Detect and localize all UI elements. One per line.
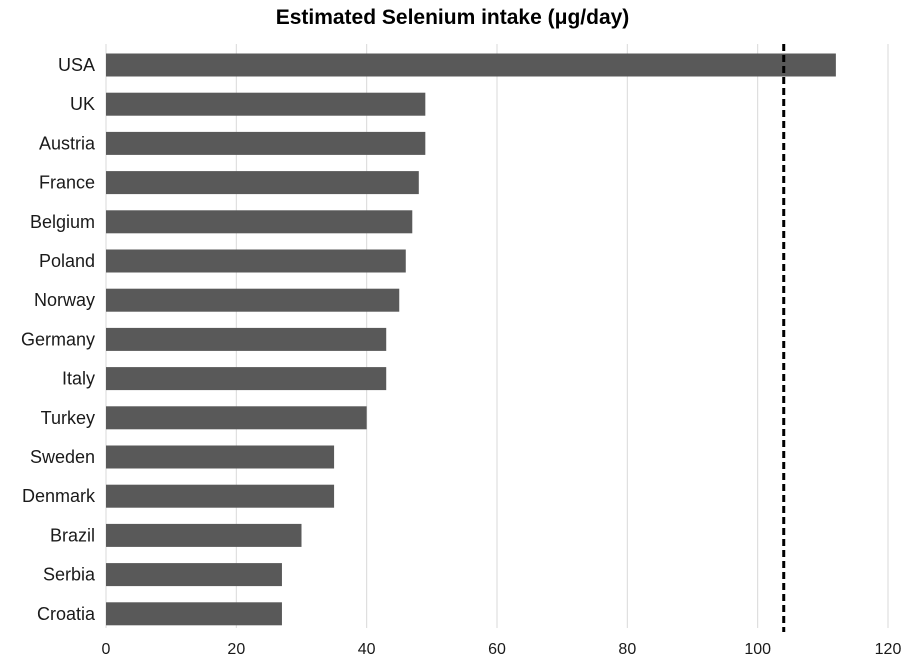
- category-label: Belgium: [30, 212, 95, 232]
- category-label: Poland: [39, 251, 95, 271]
- category-label: USA: [58, 55, 95, 75]
- category-label: Croatia: [37, 604, 96, 624]
- bar: [106, 288, 400, 312]
- x-tick-label: 20: [227, 641, 245, 658]
- category-label: Norway: [34, 290, 95, 310]
- bar: [106, 53, 836, 77]
- chart-title: Estimated Selenium intake (μg/day): [275, 6, 630, 29]
- category-label: Serbia: [43, 565, 96, 585]
- bar: [106, 210, 413, 234]
- bar: [106, 327, 387, 351]
- category-label: Denmark: [22, 486, 96, 506]
- bar: [106, 171, 419, 195]
- bar: [106, 484, 335, 508]
- category-label: Italy: [62, 369, 95, 389]
- bar: [106, 523, 302, 547]
- category-label: Brazil: [50, 525, 95, 545]
- x-tick-label: 60: [488, 641, 506, 658]
- category-label: Turkey: [41, 408, 95, 428]
- category-label: UK: [70, 94, 95, 114]
- bar: [106, 406, 367, 430]
- bar: [106, 249, 406, 273]
- x-tick-label: 40: [358, 641, 376, 658]
- x-tick-label: 100: [744, 641, 771, 658]
- bar: [106, 445, 335, 469]
- category-label: Sweden: [30, 447, 95, 467]
- x-tick-label: 0: [102, 641, 111, 658]
- bar: [106, 92, 426, 116]
- bar: [106, 563, 282, 587]
- category-label: Austria: [39, 133, 96, 153]
- category-label: Germany: [21, 329, 95, 349]
- category-label: France: [39, 173, 95, 193]
- bar: [106, 367, 387, 391]
- bar: [106, 602, 282, 626]
- x-tick-label: 120: [875, 641, 902, 658]
- x-tick-label: 80: [618, 641, 636, 658]
- bar: [106, 131, 426, 155]
